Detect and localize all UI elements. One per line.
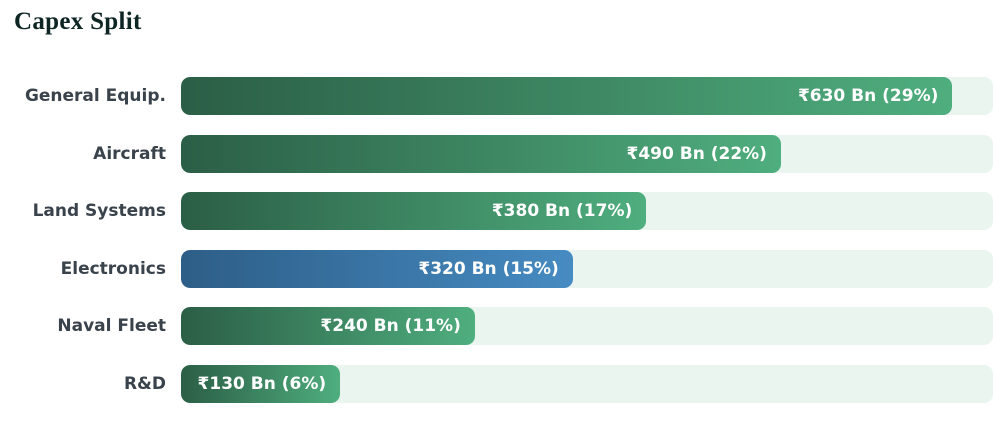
category-label: R&D [123,373,166,394]
chart-rows: General Equip. ₹630 Bn (29%) Aircraft ₹4… [0,77,993,403]
chart-row: Aircraft ₹490 Bn (22%) [0,134,993,173]
bar-track: ₹240 Bn (11%) [181,307,993,346]
bar-value-label: ₹490 Bn (22%) [626,143,767,164]
bar-value-label: ₹380 Bn (17%) [491,201,633,222]
bar-track: ₹380 Bn (17%) [181,192,993,231]
bar-value-label: ₹630 Bn (29%) [797,86,939,107]
chart-row: Electronics ₹320 Bn (15%) [0,249,993,288]
bar[interactable]: ₹320 Bn (15%) [181,249,573,288]
category-label: Electronics [60,258,166,279]
bar-track: ₹320 Bn (15%) [181,249,993,288]
category-label: Naval Fleet [57,316,166,337]
bar-track: ₹130 Bn (6%) [181,364,993,403]
category-label: Aircraft [93,143,166,164]
bar-value-label: ₹320 Bn (15%) [418,258,559,279]
bar[interactable]: ₹130 Bn (6%) [181,364,341,403]
bar[interactable]: ₹240 Bn (11%) [181,307,475,346]
bar[interactable]: ₹490 Bn (22%) [181,134,781,173]
bar-value-label: ₹240 Bn (11%) [320,316,461,337]
chart-row: R&D ₹130 Bn (6%) [0,364,993,403]
chart-row: General Equip. ₹630 Bn (29%) [0,77,993,116]
chart-row: Naval Fleet ₹240 Bn (11%) [0,307,993,346]
category-label: General Equip. [24,86,166,107]
category-label: Land Systems [32,201,166,222]
bar[interactable]: ₹380 Bn (17%) [181,192,647,231]
page-title: Capex Split [14,8,142,35]
bar-track: ₹630 Bn (29%) [181,77,993,116]
bar-value-label: ₹130 Bn (6%) [197,373,327,394]
chart-row: Land Systems ₹380 Bn (17%) [0,192,993,231]
bar-track: ₹490 Bn (22%) [181,134,993,173]
bar[interactable]: ₹630 Bn (29%) [181,77,953,116]
